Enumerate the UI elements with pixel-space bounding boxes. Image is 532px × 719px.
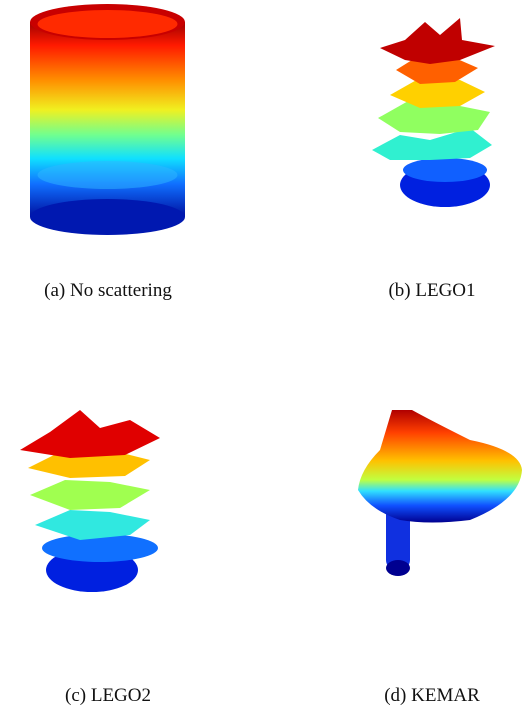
layer	[390, 78, 485, 108]
layer	[396, 55, 478, 84]
layer	[378, 100, 490, 134]
head	[358, 410, 522, 523]
cylinder-plot	[30, 4, 185, 235]
neck-base	[386, 560, 410, 576]
lego1-plot	[372, 18, 495, 207]
cylinder-inner	[37, 161, 178, 189]
cylinder-bottom	[30, 199, 185, 235]
layer	[35, 510, 150, 540]
layer	[42, 534, 158, 562]
neck	[386, 505, 410, 570]
lego2-plot	[20, 410, 160, 592]
layer	[372, 128, 492, 160]
kemar-plot	[358, 410, 522, 576]
layer	[380, 18, 495, 64]
layer	[20, 410, 160, 458]
layer	[28, 450, 150, 478]
caption: (c) LEGO2	[65, 685, 151, 706]
caption: (a) No scattering	[44, 280, 172, 301]
caption: (d) KEMAR	[384, 685, 480, 706]
caption: (b) LEGO1	[388, 280, 476, 301]
layer	[403, 158, 487, 182]
layer	[30, 480, 150, 510]
cylinder-rim	[37, 10, 178, 38]
